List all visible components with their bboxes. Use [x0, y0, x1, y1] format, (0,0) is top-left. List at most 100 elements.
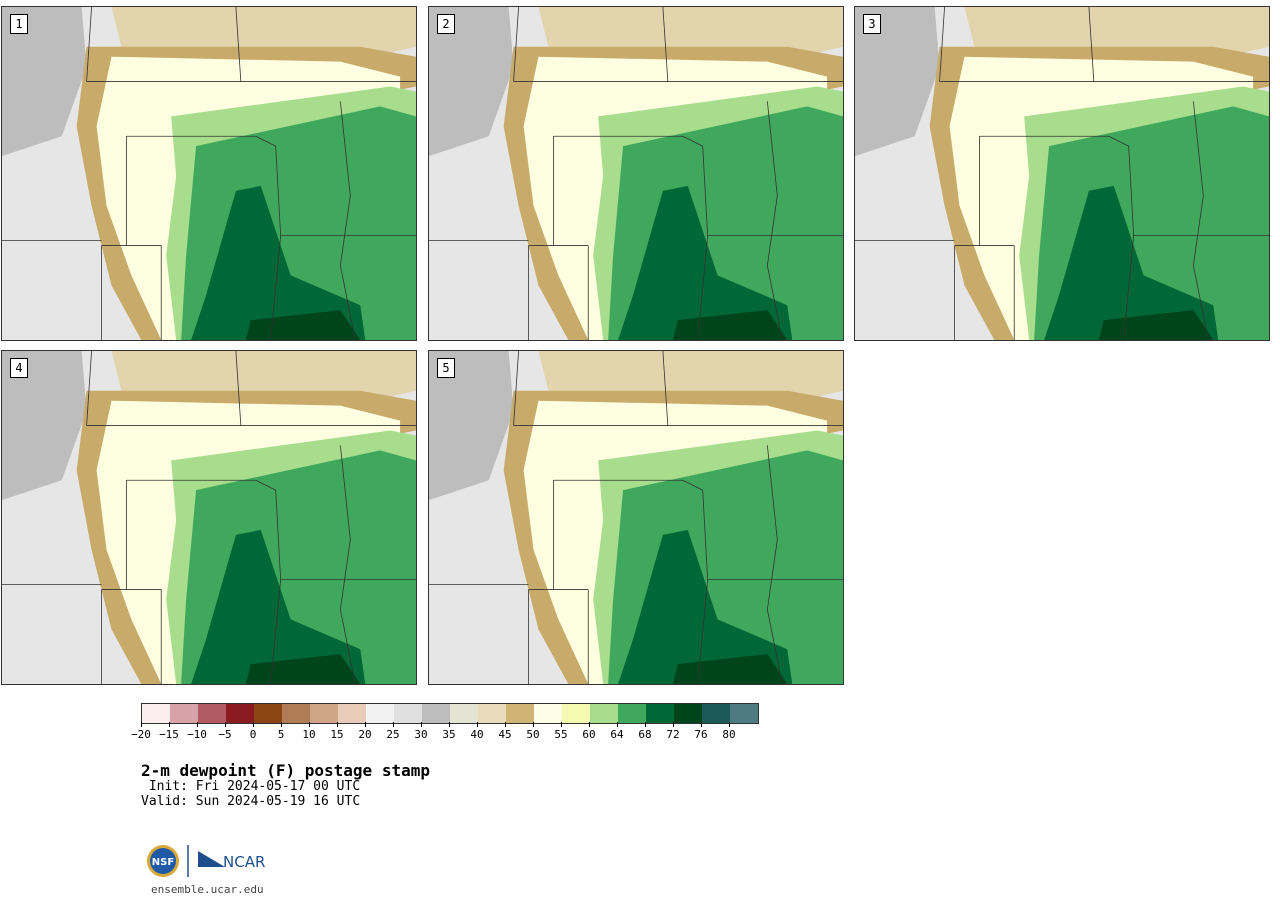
member-label: 4 — [10, 358, 28, 378]
state-border — [939, 7, 945, 82]
colorbar-tick-label: 30 — [414, 728, 428, 741]
colorbar-tick-label: −5 — [218, 728, 232, 741]
colorbar-swatch — [534, 704, 562, 723]
state-border — [339, 445, 356, 684]
nsf-ncar-logo: NSF NCAR — [147, 845, 265, 877]
colorbar-tick-label: 80 — [722, 728, 736, 741]
state-border — [513, 7, 519, 82]
colorbar-swatch — [618, 704, 646, 723]
state-border — [255, 135, 282, 340]
dewpoint-map — [855, 7, 1269, 340]
colorbar-tick — [421, 722, 422, 727]
valid-time: Valid: Sun 2024-05-19 16 UTC — [141, 794, 361, 809]
ensemble-member-panel[interactable]: 2 — [428, 6, 844, 341]
dewpoint-region-west-gray — [855, 7, 940, 157]
dewpoint-region-deep — [245, 310, 361, 340]
state-border — [682, 479, 709, 684]
colorbar-swatch — [338, 704, 366, 723]
colorbar-tick — [197, 722, 198, 727]
ensemble-member-panel[interactable]: 1 — [1, 6, 417, 341]
colorbar-tick — [225, 722, 226, 727]
colorbar-tick — [169, 722, 170, 727]
state-border — [235, 7, 242, 82]
colorbar-tick-label: 60 — [582, 728, 596, 741]
dewpoint-region-deep — [672, 654, 788, 684]
colorbar-swatch — [422, 704, 450, 723]
colorbar-tick-label: 10 — [302, 728, 316, 741]
dewpoint-map — [2, 7, 416, 340]
plot-title: 2-m dewpoint (F) postage stamp — [141, 761, 430, 780]
ensemble-member-panel[interactable]: 3 — [854, 6, 1270, 341]
colorbar-swatch — [674, 704, 702, 723]
colorbar-tick-label: 50 — [526, 728, 540, 741]
colorbar-swatch — [506, 704, 534, 723]
colorbar-tick-label: −10 — [187, 728, 207, 741]
colorbar-tick — [253, 722, 254, 727]
dewpoint-map — [2, 351, 416, 684]
colorbar-swatch — [394, 704, 422, 723]
dewpoint-region-west-gray — [429, 7, 514, 157]
colorbar-tick — [393, 722, 394, 727]
colorbar-swatch — [478, 704, 506, 723]
colorbar-tick-label: 76 — [694, 728, 708, 741]
state-border — [662, 351, 669, 426]
colorbar-swatch — [310, 704, 338, 723]
colorbar-tick-label: 45 — [498, 728, 512, 741]
colorbar-tick-label: 35 — [442, 728, 456, 741]
ensemble-member-panel[interactable]: 5 — [428, 350, 844, 685]
colorbar-tick-label: 68 — [638, 728, 652, 741]
colorbar-tick-label: 25 — [386, 728, 400, 741]
member-label: 2 — [437, 14, 455, 34]
member-label: 1 — [10, 14, 28, 34]
colorbar-tick-label: 64 — [610, 728, 624, 741]
state-border — [86, 351, 92, 426]
svg-text:NSF: NSF — [152, 857, 174, 868]
dewpoint-region-west-gray — [429, 351, 514, 501]
colorbar-swatch — [450, 704, 478, 723]
state-border — [255, 479, 282, 684]
colorbar-tick-label: 72 — [666, 728, 680, 741]
colorbar-tick-label: 20 — [358, 728, 372, 741]
dewpoint-region-deep — [245, 654, 361, 684]
state-border — [513, 351, 519, 426]
colorbar-tick — [505, 722, 506, 727]
state-border — [339, 101, 356, 340]
colorbar-swatch — [646, 704, 674, 723]
dewpoint-region-deep — [1098, 310, 1214, 340]
colorbar-tick-label: −20 — [131, 728, 151, 741]
state-border — [86, 7, 92, 82]
dewpoint-region-west-gray — [2, 351, 87, 501]
dewpoint-region-west-gray — [2, 7, 87, 157]
colorbar-swatch — [142, 704, 170, 723]
colorbar-tick-label: 55 — [554, 728, 568, 741]
colorbar-swatch — [590, 704, 618, 723]
colorbar-tick — [561, 722, 562, 727]
colorbar-swatch — [226, 704, 254, 723]
colorbar-tick-label: −15 — [159, 728, 179, 741]
colorbar-tick — [533, 722, 534, 727]
state-border — [766, 101, 783, 340]
member-label: 5 — [437, 358, 455, 378]
dewpoint-map — [429, 351, 843, 684]
colorbar-tick — [449, 722, 450, 727]
state-border — [1192, 101, 1209, 340]
colorbar-swatch — [702, 704, 730, 723]
colorbar-tick — [645, 722, 646, 727]
ensemble-member-panel[interactable]: 4 — [1, 350, 417, 685]
member-label: 3 — [863, 14, 881, 34]
colorbar-tick — [477, 722, 478, 727]
init-time: Init: Fri 2024-05-17 00 UTC — [141, 779, 361, 794]
svg-text:NCAR: NCAR — [223, 853, 265, 871]
colorbar-tick-label: 0 — [249, 728, 257, 741]
colorbar-tick-label: 40 — [470, 728, 484, 741]
colorbar-tick — [701, 722, 702, 727]
colorbar-tick — [141, 722, 142, 727]
state-border — [235, 351, 242, 426]
colorbar-swatch — [366, 704, 394, 723]
colorbar-swatch — [562, 704, 590, 723]
dewpoint-region-deep — [672, 310, 788, 340]
colorbar-ticks: −20 −15 −10 −5 0 5 10 15 20 25 30 35 40 45 50 55 60 64 68 7… — [0, 722, 1280, 742]
colorbar-tick — [729, 722, 730, 727]
colorbar — [141, 703, 759, 724]
state-border — [1108, 135, 1135, 340]
